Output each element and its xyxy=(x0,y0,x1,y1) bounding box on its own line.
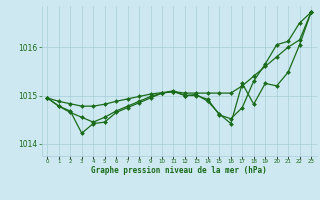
X-axis label: Graphe pression niveau de la mer (hPa): Graphe pression niveau de la mer (hPa) xyxy=(91,166,267,175)
